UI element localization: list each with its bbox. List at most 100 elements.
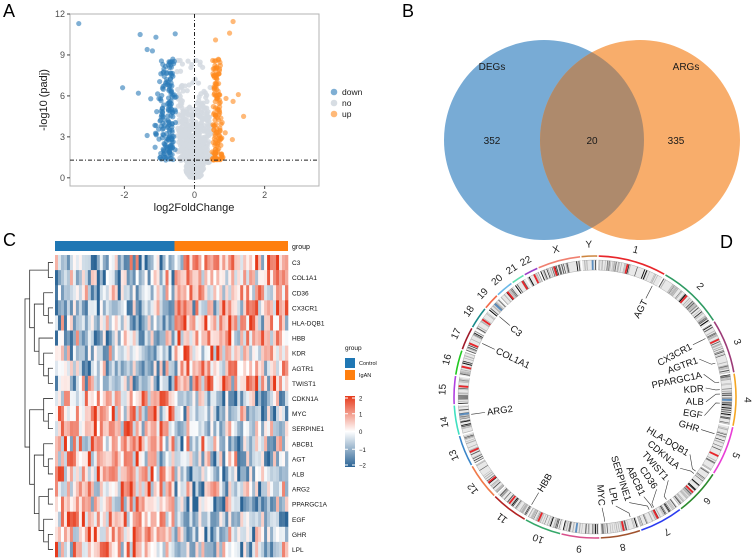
- heatmap-cell: [72, 481, 77, 497]
- row-label: LPL: [292, 547, 304, 554]
- y-tick-label: 9: [60, 50, 65, 60]
- heatmap-cell: [63, 466, 68, 482]
- heatmap-cell: [285, 255, 289, 271]
- heatmap-cell: [279, 285, 283, 301]
- heatmap-cell: [285, 406, 289, 422]
- point-no: [203, 94, 209, 101]
- heatmap-cell: [228, 451, 232, 467]
- heatmap-cell: [96, 285, 101, 301]
- heatmap-cell: [156, 315, 160, 331]
- heatmap-cell: [252, 466, 256, 482]
- heatmap-cell: [279, 421, 283, 437]
- heatmap-cell: [72, 436, 77, 452]
- cytoband: [501, 489, 509, 498]
- heatmap-cell: [285, 345, 289, 361]
- heatmap-cell: [186, 451, 190, 467]
- heatmap-cell: [201, 481, 205, 497]
- heatmap-cell: [159, 541, 163, 558]
- heatmap-cell: [264, 255, 268, 271]
- heatmap-cell: [165, 406, 169, 422]
- cytoband: [691, 478, 700, 486]
- heatmap-cell: [90, 466, 95, 482]
- cytoband: [688, 304, 697, 313]
- ideogram-2: [658, 278, 711, 329]
- heatmap-cell: [117, 390, 122, 407]
- heatmap-cell: [249, 481, 253, 497]
- heatmap-cell: [117, 436, 122, 452]
- point-no: [192, 76, 198, 82]
- ideogram-body: [527, 507, 564, 530]
- heatmap-cell: [165, 526, 169, 543]
- heatmap-cell: [246, 526, 250, 543]
- heatmap-cell: [204, 421, 208, 437]
- heatmap-cell: [264, 375, 268, 392]
- heatmap-cell: [81, 285, 86, 301]
- heatmap-cell: [84, 511, 89, 528]
- point-up: [219, 119, 225, 126]
- heatmap-cell: [204, 300, 208, 316]
- heatmap-cell: [126, 511, 130, 528]
- heatmap-cell: [165, 421, 169, 437]
- heatmap-cell: [102, 345, 107, 361]
- heatmap-cell: [177, 466, 181, 482]
- heatmap-cell: [237, 270, 241, 286]
- heatmap-cell: [87, 330, 92, 346]
- heatmap-cell: [129, 541, 133, 558]
- heatmap-cell: [84, 496, 89, 512]
- heatmap-cell: [111, 315, 116, 331]
- heatmap-cell: [123, 526, 127, 543]
- heatmap-cell: [141, 300, 145, 316]
- heatmap-cell: [258, 481, 262, 497]
- heatmap-cell: [264, 466, 268, 482]
- heatmap-cell: [189, 315, 193, 331]
- heatmap-cell: [93, 421, 98, 437]
- heatmap-cell: [195, 406, 199, 422]
- heatmap-cell: [276, 496, 280, 512]
- heatmap-cell: [213, 406, 217, 422]
- heatmap-cell: [180, 451, 184, 467]
- heatmap-cell: [240, 390, 244, 407]
- heatmap-cell: [261, 330, 265, 346]
- heatmap-cell: [261, 270, 265, 286]
- heatmap-cell: [192, 451, 196, 467]
- heatmap-cell: [282, 285, 286, 301]
- point-down: [166, 129, 173, 135]
- heatmap-cell: [75, 451, 80, 467]
- heatmap-cell: [213, 511, 217, 528]
- heatmap-cell: [270, 451, 274, 467]
- heatmap-cell: [120, 526, 125, 543]
- heatmap-cell: [117, 270, 122, 286]
- heatmap-cell: [192, 541, 196, 558]
- heatmap-cell: [129, 406, 133, 422]
- heatmap-cell: [225, 541, 229, 558]
- heatmap-cell: [132, 300, 136, 316]
- heatmap-cell: [177, 496, 181, 512]
- heatmap-cell: [84, 300, 89, 316]
- heatmap-cell: [60, 511, 65, 528]
- cytoband: [521, 504, 529, 514]
- heatmap-cell: [186, 421, 190, 437]
- heatmap-cell: [243, 315, 247, 331]
- heatmap-cell: [273, 375, 277, 392]
- heatmap-cell: [129, 511, 133, 528]
- cytoband: [687, 483, 696, 491]
- heatmap-cell: [144, 285, 148, 301]
- chromosome-ring-15: [453, 375, 457, 405]
- heatmap-cell: [243, 255, 247, 271]
- heatmap-cell: [285, 390, 289, 407]
- heatmap-row-labels: C3COL1A1CD36CX3CR1HLA-DQB1HBBKDRAGTR1TWI…: [292, 260, 328, 554]
- heatmap-cell: [75, 330, 80, 346]
- heatmap-cell: [126, 451, 130, 467]
- heatmap-cell: [132, 315, 136, 331]
- chromosome-label: 18: [462, 304, 478, 320]
- heatmap-cell: [153, 330, 157, 346]
- heatmap-cell: [234, 375, 238, 392]
- heatmap-cell: [249, 360, 253, 377]
- point-down: [170, 114, 176, 120]
- heatmap-cell: [123, 406, 127, 422]
- heatmap-cell: [219, 406, 223, 422]
- heatmap-cell: [222, 390, 226, 407]
- heatmap-cell: [276, 255, 280, 271]
- ideogram-Y: [581, 259, 598, 271]
- heatmap-cell: [66, 285, 71, 301]
